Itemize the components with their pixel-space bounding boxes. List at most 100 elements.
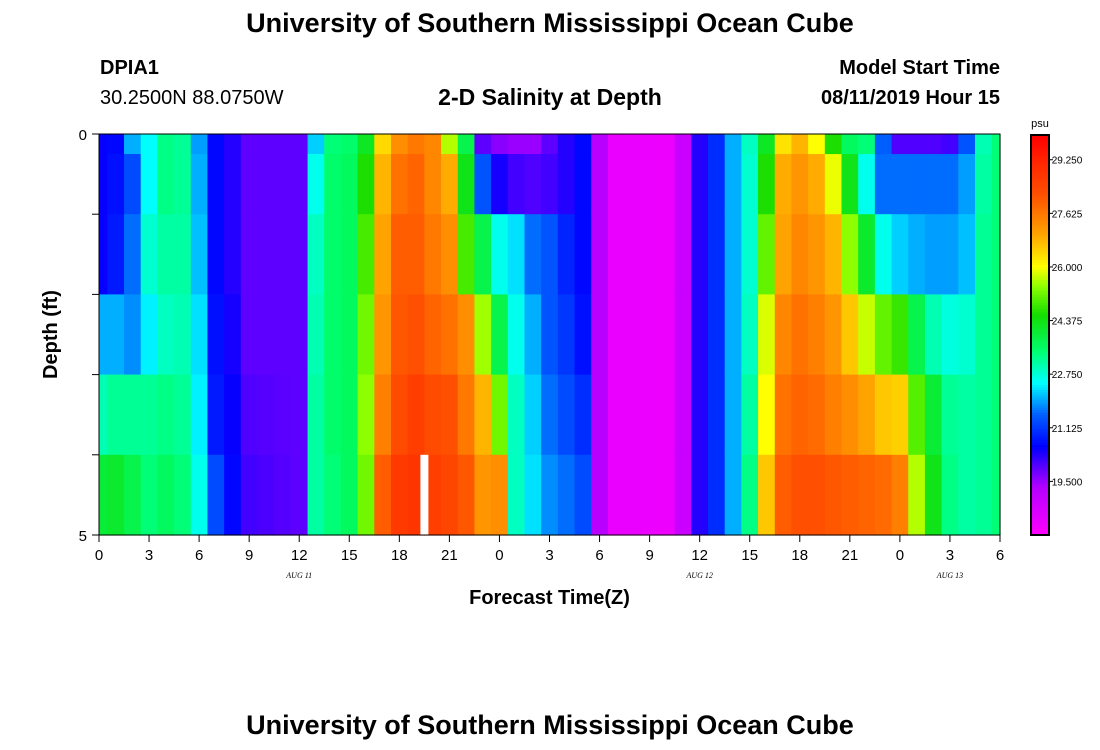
colorbar-segment <box>1031 420 1049 424</box>
colorbar-segment <box>1031 447 1049 451</box>
heatmap-cell <box>908 134 926 155</box>
heatmap-cell <box>374 294 392 376</box>
heatmap-cell <box>274 214 292 295</box>
heatmap-cell <box>624 134 642 155</box>
heatmap-cell <box>791 154 809 215</box>
colorbar-segment <box>1031 290 1049 294</box>
x-tick-label: 9 <box>645 547 653 564</box>
colorbar-segment <box>1031 307 1049 311</box>
colorbar-segment <box>1031 317 1049 321</box>
date-label: AUG 13 <box>936 571 963 580</box>
heatmap-cell <box>474 454 492 536</box>
colorbar-segment <box>1031 275 1049 279</box>
colorbar-segment <box>1031 197 1049 201</box>
heatmap-cell <box>424 214 442 295</box>
colorbar-segment <box>1031 515 1049 519</box>
colorbar-segment <box>1031 332 1049 336</box>
y-axis-label: Depth (ft) <box>40 290 62 379</box>
colorbar-segment <box>1031 265 1049 269</box>
heatmap-cell <box>724 134 742 155</box>
heatmap-cell <box>190 454 209 536</box>
heatmap-cell <box>390 154 409 215</box>
heatmap-cell <box>290 214 309 295</box>
heatmap-cell <box>124 294 142 376</box>
colorbar-tick-label: 21.125 <box>1052 424 1083 435</box>
heatmap-cell <box>524 294 542 376</box>
colorbar-segment <box>1031 167 1049 171</box>
heatmap-cell <box>224 154 242 215</box>
colorbar-segment <box>1031 410 1049 414</box>
heatmap-cell <box>324 134 342 155</box>
heatmap-cell <box>340 454 359 536</box>
heatmap-cell <box>974 214 993 295</box>
heatmap-cell <box>441 214 459 295</box>
heatmap-cell <box>99 374 108 456</box>
heatmap-cell <box>340 374 359 456</box>
heatmap-cell <box>124 134 142 155</box>
colorbar-segment <box>1031 467 1049 471</box>
heatmap-cell <box>824 214 843 295</box>
colorbar-segment <box>1031 200 1049 204</box>
x-tick-label: 6 <box>996 547 1004 564</box>
heatmap-cell <box>958 214 976 295</box>
colorbar-segment <box>1031 330 1049 334</box>
colorbar-segment <box>1031 427 1049 431</box>
heatmap-cell <box>307 294 325 376</box>
heatmap-cell <box>307 214 325 295</box>
heatmap-cell <box>841 294 859 376</box>
heatmap-cell <box>724 374 742 456</box>
colorbar-segment <box>1031 352 1049 356</box>
heatmap-cell <box>557 154 576 215</box>
heatmap-cell <box>924 134 943 155</box>
heatmap-cell <box>758 214 776 295</box>
colorbar-segment <box>1031 445 1049 449</box>
heatmap-cell <box>641 134 659 155</box>
heatmap-cell <box>958 134 976 155</box>
heatmap-cell <box>357 294 375 376</box>
colorbar-segment <box>1031 417 1049 421</box>
colorbar-segment <box>1031 495 1049 499</box>
station-coordinates: 30.2500N 88.0750W <box>100 87 284 109</box>
heatmap-cell <box>424 134 442 155</box>
heatmap-cell <box>257 134 275 155</box>
heatmap-cell <box>524 374 542 456</box>
heatmap-cell <box>524 454 542 536</box>
heatmap-cell <box>724 214 742 295</box>
heatmap-cell <box>474 294 492 376</box>
colorbar-segment <box>1031 325 1049 329</box>
colorbar-segment <box>1031 187 1049 191</box>
heatmap-cell <box>407 294 425 376</box>
heatmap-cell <box>357 214 375 295</box>
date-label: AUG 12 <box>685 571 712 580</box>
y-tick-label: 0 <box>79 127 87 144</box>
heatmap-cell <box>474 374 492 456</box>
x-tick-label: 15 <box>741 547 758 564</box>
heatmap-cell <box>491 154 509 215</box>
heatmap-cell <box>674 454 692 536</box>
colorbar-segment <box>1031 462 1049 466</box>
heatmap-cell <box>674 294 692 376</box>
colorbar-segment <box>1031 492 1049 496</box>
heatmap-cell <box>824 134 843 155</box>
colorbar-segment <box>1031 485 1049 489</box>
colorbar-segment <box>1031 145 1049 149</box>
colorbar-segment <box>1031 477 1049 481</box>
colorbar-segment <box>1031 460 1049 464</box>
heatmap-cell <box>541 154 559 215</box>
heatmap-cell <box>174 294 192 376</box>
heatmap-cell <box>924 374 943 456</box>
heatmap-cell <box>374 154 392 215</box>
colorbar-segment <box>1031 152 1049 156</box>
heatmap-cell <box>340 214 359 295</box>
colorbar-segment <box>1031 510 1049 514</box>
colorbar-segment <box>1031 357 1049 361</box>
colorbar-segment <box>1031 235 1049 239</box>
colorbar-segment <box>1031 165 1049 169</box>
heatmap-cell <box>557 134 576 155</box>
x-tick-label: 12 <box>291 547 308 564</box>
heatmap-cell <box>307 134 325 155</box>
colorbar-segment <box>1031 137 1049 141</box>
colorbar-segment <box>1031 527 1049 531</box>
heatmap-cell <box>924 454 943 536</box>
heatmap-cell <box>324 214 342 295</box>
